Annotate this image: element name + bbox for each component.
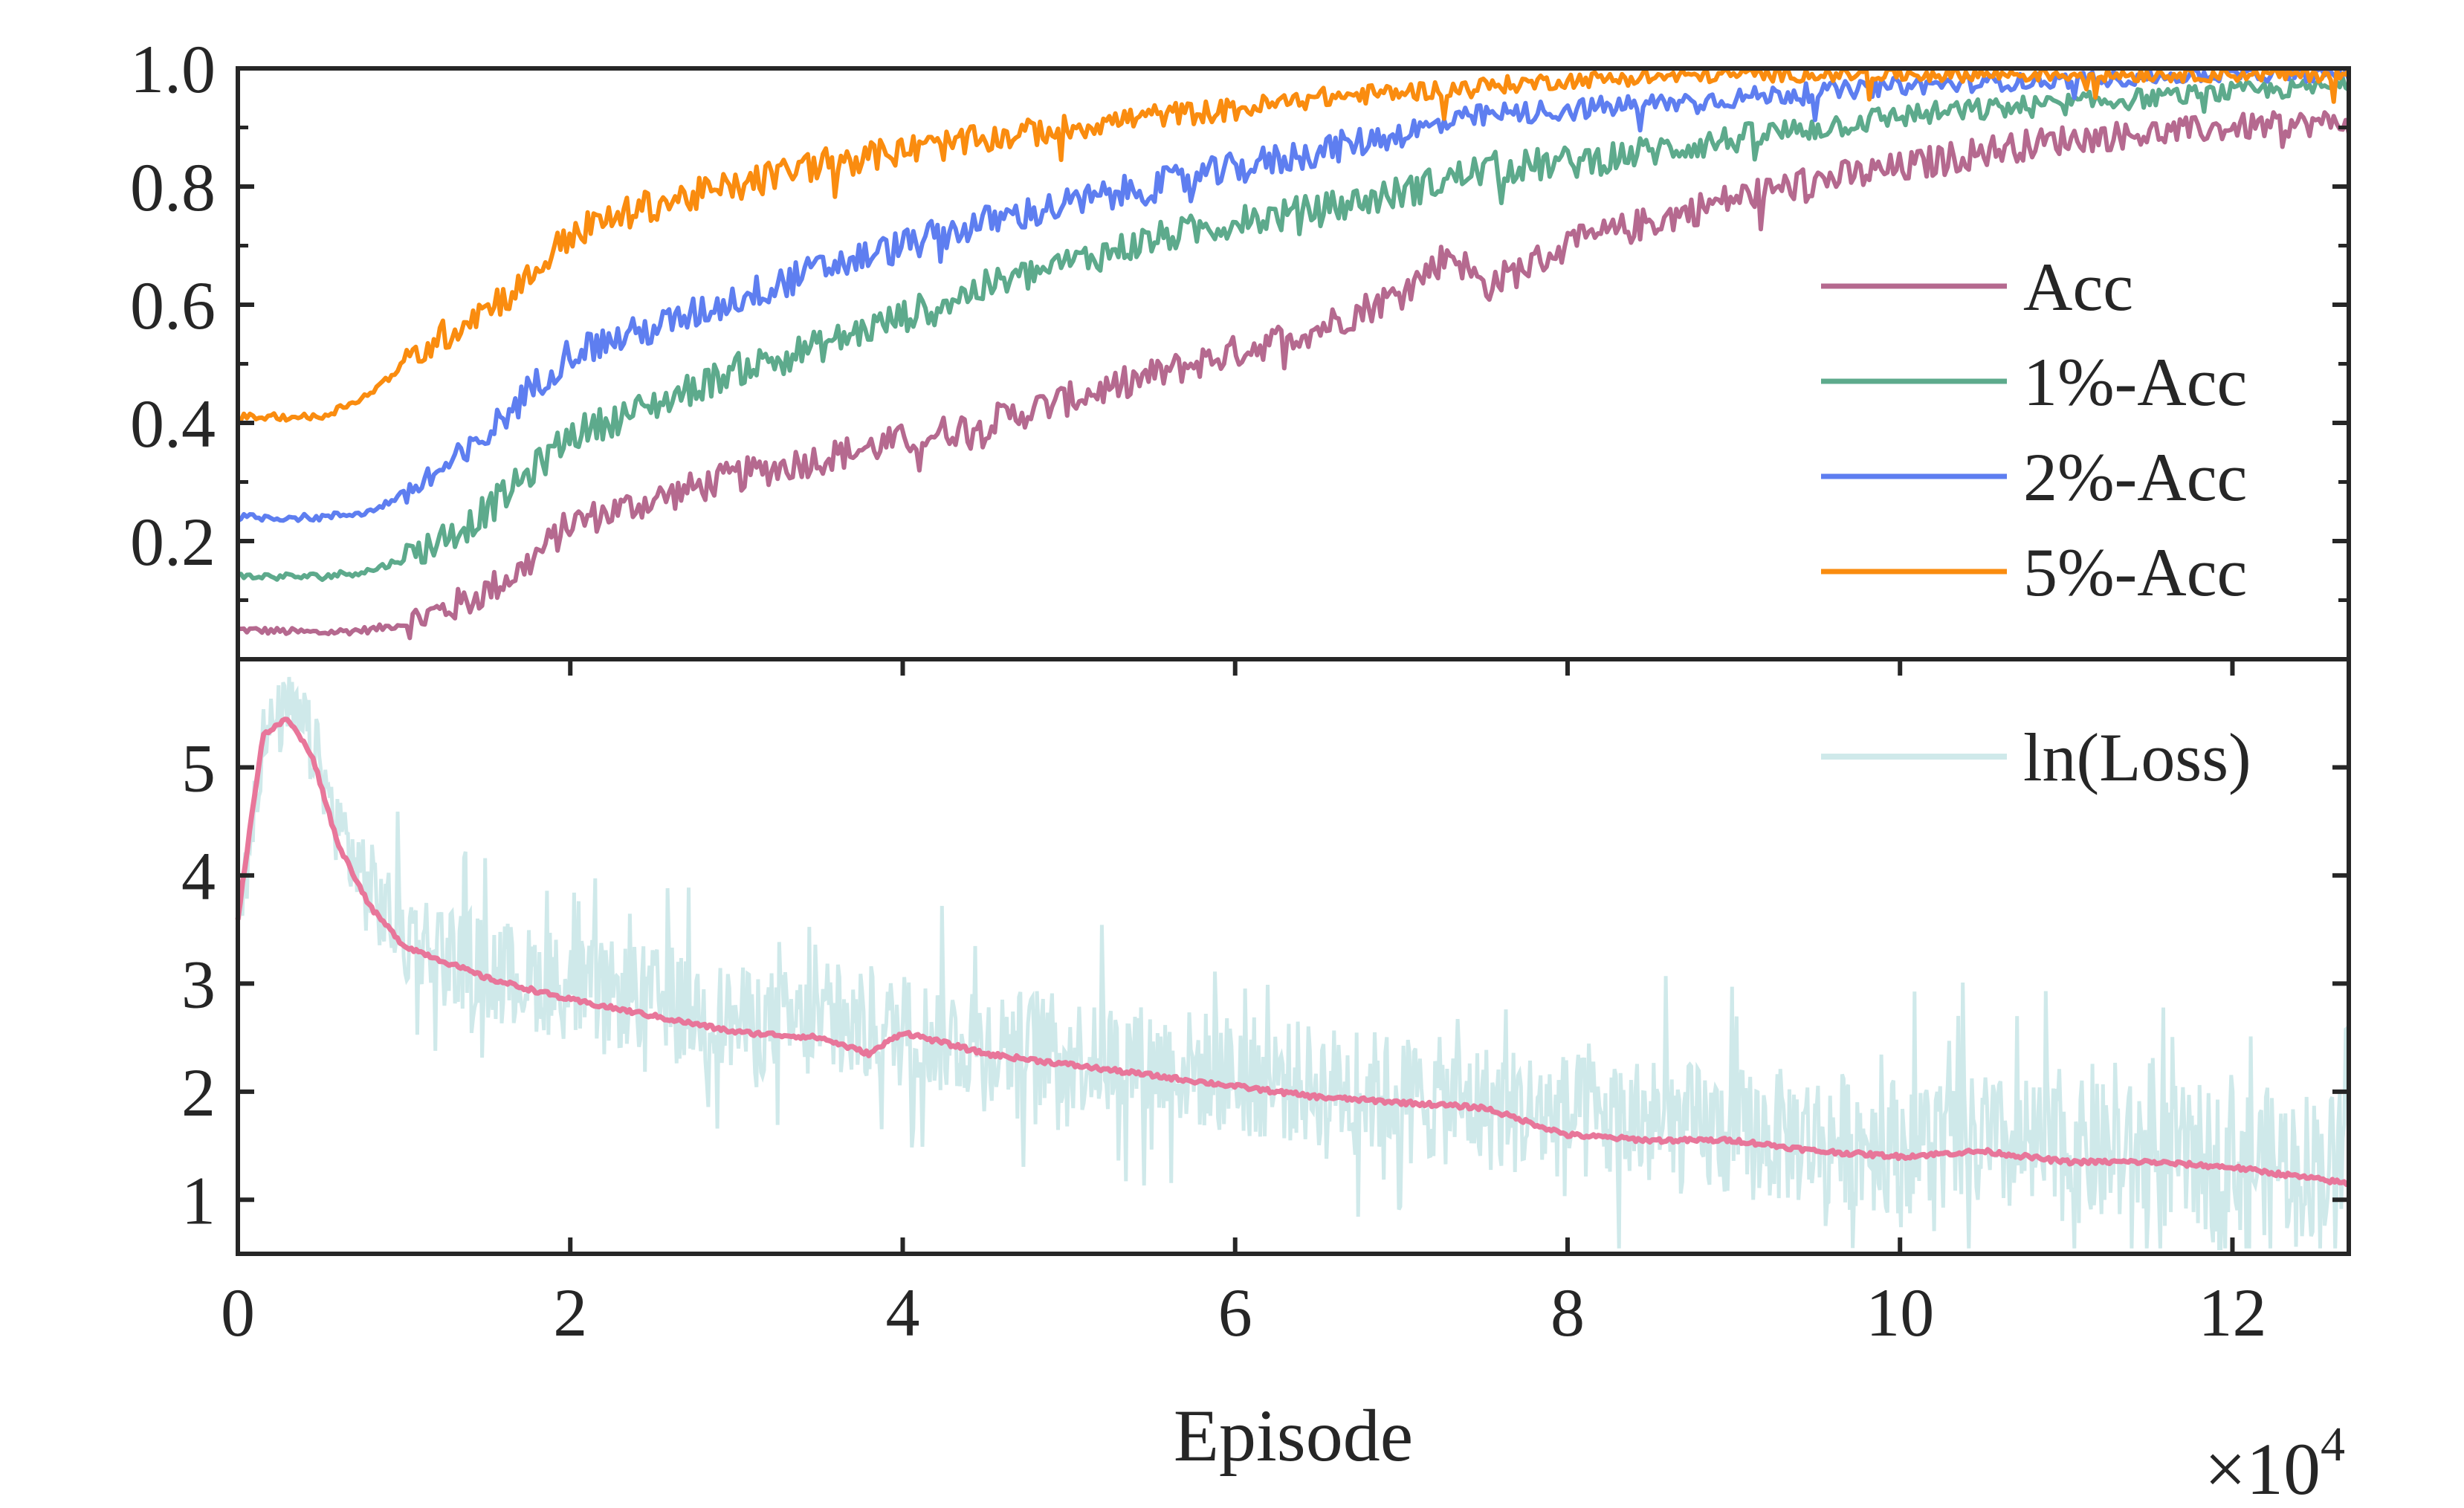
series-line-ln-loss-smoothed (235, 716, 2350, 1188)
series-line-2-acc (236, 67, 2351, 523)
accuracy-y-axis: 0.2 0.4 0.6 0.8 1.0 (130, 31, 2349, 602)
accuracy-legend: Acc 1%-Acc 2%-Acc 5%-Acc (1821, 249, 2247, 610)
y-tick-label: 5 (181, 730, 216, 806)
series-line-acc (237, 110, 2351, 641)
legend-label: Acc (2023, 249, 2133, 325)
accuracy-panel: 0.2 0.4 0.6 0.8 1.0 Acc 1%-Acc 2%-Acc 5%-Acc (130, 31, 2351, 661)
loss-y-axis: 1 2 3 4 5 (181, 730, 2349, 1238)
legend-label: 5%-Acc (2023, 534, 2247, 610)
x-tick-label: 4 (885, 1275, 919, 1350)
series-line-ln-loss-raw (236, 676, 2351, 1251)
y-tick-label: 0.4 (130, 386, 216, 462)
x-axis: 0 2 4 6 8 10 12 (221, 659, 2266, 1350)
y-tick-label: 0.6 (130, 268, 216, 343)
y-tick-label: 4 (181, 838, 216, 914)
x-tick-label: 12 (2198, 1275, 2266, 1350)
x-axis-label: Episode (1174, 1394, 1413, 1477)
x-tick-label: 8 (1550, 1275, 1585, 1350)
y-tick-label: 0.2 (130, 504, 216, 580)
legend-label: 2%-Acc (2023, 439, 2247, 515)
series-line-5-acc (236, 67, 2351, 423)
x-tick-label: 0 (221, 1275, 255, 1350)
x-tick-label: 6 (1218, 1275, 1252, 1350)
y-tick-label: 1.0 (130, 31, 216, 107)
accuracy-series-layer (236, 67, 2351, 641)
x-tick-label: 10 (1866, 1275, 1934, 1350)
x-multiplier-exponent: 4 (2321, 1417, 2345, 1472)
loss-axes-frame (236, 657, 2351, 1256)
svg-text:×104: ×104 (2205, 1417, 2345, 1508)
y-tick-label: 2 (181, 1055, 216, 1130)
loss-series-layer (235, 676, 2351, 1251)
legend-label: ln(Loss) (2023, 719, 2251, 795)
y-tick-label: 3 (181, 946, 216, 1022)
legend-label: 1%-Acc (2023, 344, 2247, 420)
x-multiplier-base: ×10 (2205, 1428, 2321, 1508)
y-tick-label: 1 (181, 1162, 216, 1238)
x-axis-multiplier: ×104 (2205, 1417, 2345, 1508)
y-tick-label: 0.8 (130, 149, 216, 225)
x-tick-label: 2 (553, 1275, 587, 1350)
loss-legend: ln(Loss) (1821, 719, 2251, 795)
series-line-1-acc (237, 76, 2350, 583)
